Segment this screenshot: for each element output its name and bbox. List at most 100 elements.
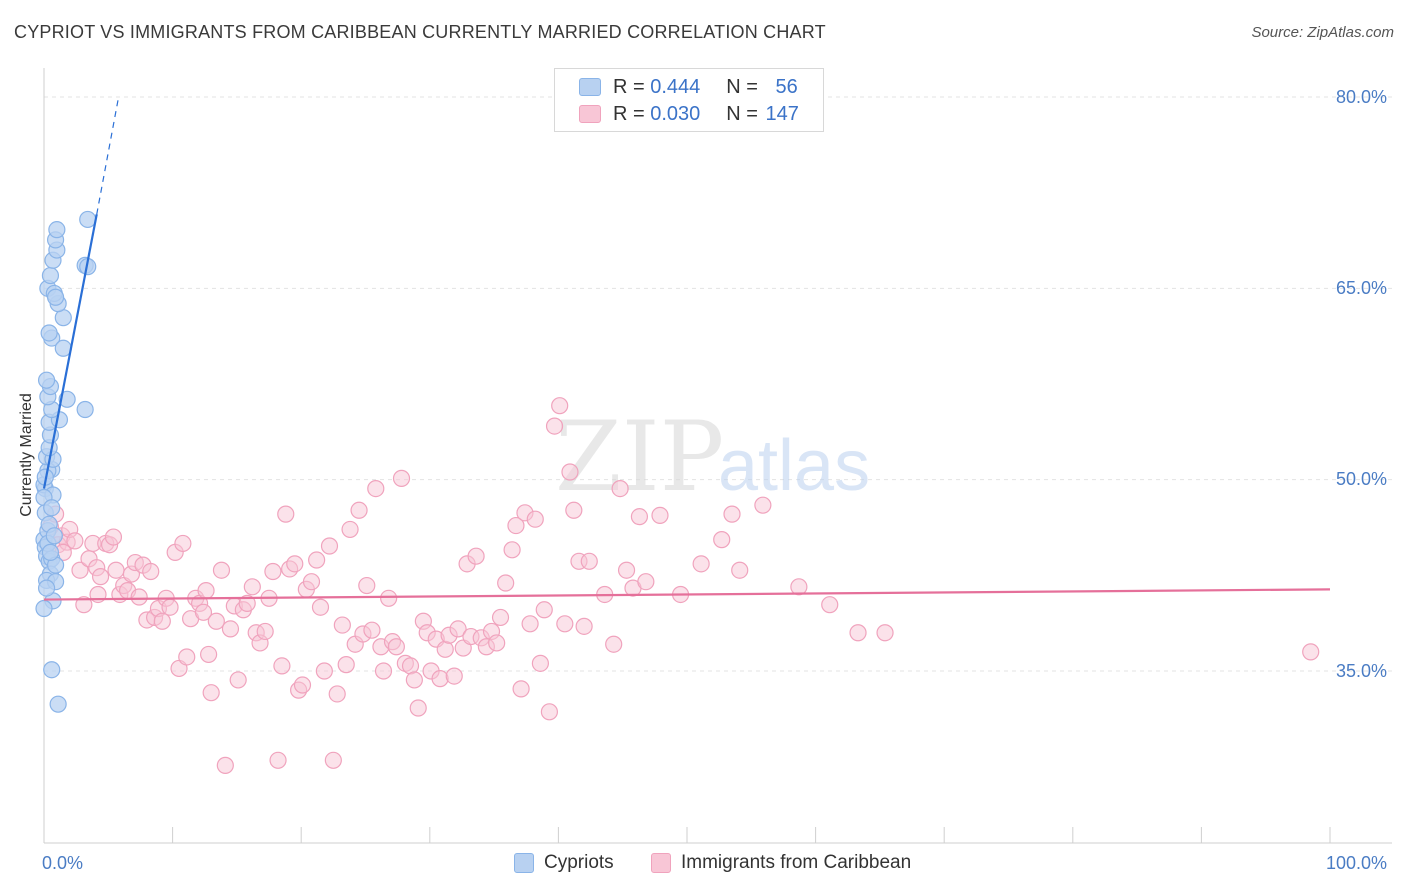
immigrants-point bbox=[107, 561, 125, 579]
immigrants-point bbox=[617, 561, 636, 579]
immigrants-point bbox=[580, 552, 598, 570]
immigrants-point bbox=[350, 501, 368, 519]
cypriots-trend-extension bbox=[96, 96, 120, 215]
cypriots-point bbox=[76, 400, 94, 419]
immigrants-point bbox=[849, 624, 867, 642]
immigrants-point bbox=[197, 582, 215, 600]
cypriots-point bbox=[37, 579, 56, 597]
immigrants-point bbox=[605, 635, 623, 653]
immigrants-point bbox=[821, 596, 839, 614]
watermark-atlas: atlas bbox=[718, 426, 870, 506]
immigrants-point bbox=[565, 501, 583, 519]
immigrants-point bbox=[692, 555, 710, 573]
trend-lines bbox=[42, 96, 1331, 601]
immigrants-point bbox=[66, 532, 84, 550]
immigrants-point bbox=[293, 676, 312, 694]
legend-r-value: 0.444 bbox=[650, 75, 701, 98]
immigrants-point bbox=[256, 622, 274, 641]
cypriots-point bbox=[45, 527, 63, 545]
immigrants-point bbox=[551, 397, 569, 415]
immigrants-point bbox=[75, 596, 93, 614]
immigrants-point bbox=[333, 616, 351, 634]
immigrants-point bbox=[142, 562, 160, 581]
legend-n-label: N = bbox=[726, 102, 758, 125]
immigrants-point bbox=[491, 608, 510, 627]
immigrants-point bbox=[876, 624, 894, 642]
series-cypriots-points bbox=[35, 210, 97, 713]
immigrants-point bbox=[531, 654, 549, 672]
immigrants-point bbox=[273, 657, 291, 675]
correlation-legend: R = 0.444 N = 56 R = 0.030 N = 147 bbox=[554, 68, 824, 132]
immigrants-point bbox=[269, 751, 287, 769]
immigrants-point bbox=[277, 505, 295, 523]
series-immigrants-points bbox=[41, 397, 1320, 774]
immigrants-point bbox=[713, 531, 731, 549]
immigrants-point bbox=[178, 648, 196, 666]
immigrants-point bbox=[315, 662, 333, 680]
bottom-legend-cypriots: Cypriots bbox=[514, 852, 614, 874]
immigrants-point bbox=[380, 589, 398, 607]
immigrants-point bbox=[405, 671, 423, 689]
x-tick-label-left: 0.0% bbox=[42, 853, 84, 873]
legend-row-immigrants: R = 0.030 N = 147 bbox=[579, 101, 799, 127]
immigrants-point bbox=[153, 612, 171, 630]
bottom-legend-immigrants: Immigrants from Caribbean bbox=[651, 852, 911, 874]
immigrants-point bbox=[401, 657, 420, 675]
cypriots-point bbox=[49, 695, 67, 713]
immigrants-point bbox=[575, 617, 593, 635]
immigrants-point bbox=[104, 528, 123, 546]
legend-r-label: R = bbox=[613, 102, 645, 125]
legend-swatch-blue bbox=[579, 78, 601, 96]
immigrants-point bbox=[264, 562, 282, 581]
bottom-legend-swatch-pink bbox=[651, 853, 671, 873]
immigrants-point bbox=[436, 640, 454, 658]
immigrants-point bbox=[324, 751, 342, 769]
legend-swatch-pink bbox=[579, 105, 601, 123]
immigrants-point bbox=[174, 534, 192, 553]
immigrants-point bbox=[311, 598, 330, 616]
y-tick-label: 50.0% bbox=[1336, 469, 1388, 489]
immigrants-point bbox=[512, 680, 530, 698]
immigrants-point bbox=[341, 520, 359, 539]
immigrants-point bbox=[637, 573, 655, 591]
cypriots-point bbox=[40, 324, 58, 342]
legend-r-value: 0.030 bbox=[650, 102, 701, 125]
legend-n-label: N = bbox=[726, 75, 758, 98]
cypriots-point bbox=[37, 371, 56, 389]
immigrants-point bbox=[507, 516, 525, 535]
cypriots-point bbox=[43, 499, 61, 517]
immigrants-point bbox=[130, 588, 148, 606]
cypriots-point bbox=[48, 221, 66, 239]
immigrants-point bbox=[221, 620, 240, 638]
immigrants-point bbox=[790, 578, 808, 596]
cypriots-point bbox=[41, 266, 60, 285]
legend-r-label: R = bbox=[613, 75, 645, 98]
legend-row-cypriots: R = 0.444 N = 56 bbox=[579, 74, 798, 100]
immigrants-point bbox=[202, 684, 220, 702]
cypriots-trend-line bbox=[42, 214, 98, 489]
immigrants-point bbox=[308, 551, 326, 569]
immigrants-point bbox=[535, 601, 553, 619]
cypriots-point bbox=[79, 210, 97, 229]
immigrants-point bbox=[328, 685, 346, 703]
immigrants-point bbox=[358, 576, 376, 595]
immigrants-point bbox=[611, 479, 629, 498]
immigrants-point bbox=[561, 463, 579, 481]
immigrants-point bbox=[207, 612, 225, 630]
legend-n-value: 147 bbox=[765, 102, 799, 125]
cypriots-point bbox=[41, 543, 60, 561]
immigrants-point bbox=[754, 496, 772, 514]
immigrants-point bbox=[723, 505, 741, 523]
immigrants-point bbox=[445, 667, 463, 685]
immigrants-point bbox=[238, 594, 256, 612]
immigrants-trend-line bbox=[43, 588, 1331, 601]
immigrants-point bbox=[302, 573, 321, 591]
bottom-legend-label: Cypriots bbox=[544, 852, 614, 873]
immigrants-point bbox=[503, 541, 521, 559]
immigrants-point bbox=[556, 615, 574, 633]
immigrants-point bbox=[409, 699, 427, 717]
immigrants-point bbox=[229, 671, 247, 689]
immigrants-point bbox=[243, 578, 261, 596]
immigrants-point bbox=[392, 469, 411, 487]
